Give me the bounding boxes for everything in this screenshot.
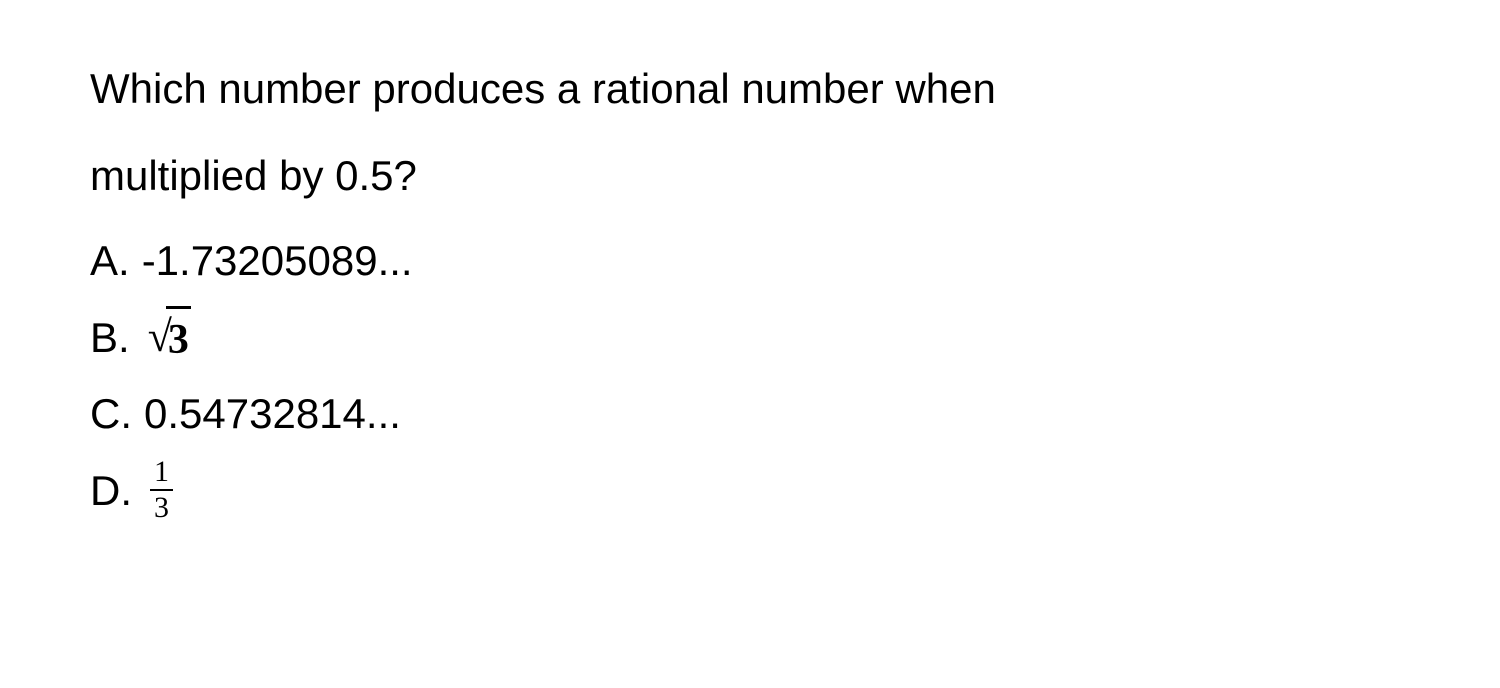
- option-d-fraction: 1 3: [150, 457, 173, 523]
- option-c-letter: C.: [90, 382, 132, 445]
- option-d-denominator: 3: [150, 489, 173, 523]
- option-b[interactable]: B. √ 3: [90, 304, 1410, 370]
- option-a-letter: A.: [90, 229, 130, 292]
- option-a[interactable]: A. -1.73205089...: [90, 229, 1410, 292]
- question-line-2: multiplied by 0.5?: [90, 142, 1410, 209]
- option-d-letter: D.: [90, 459, 132, 522]
- option-b-radicand: 3: [166, 306, 191, 372]
- option-d-numerator: 1: [150, 457, 173, 489]
- question-line-1: Which number produces a rational number …: [90, 55, 1410, 122]
- option-a-value: -1.73205089...: [142, 229, 413, 292]
- option-d[interactable]: D. 1 3: [90, 457, 1410, 523]
- option-c[interactable]: C. 0.54732814...: [90, 382, 1410, 445]
- option-b-sqrt: √ 3: [148, 304, 191, 370]
- option-c-value: 0.54732814...: [144, 382, 401, 445]
- option-b-letter: B.: [90, 306, 130, 369]
